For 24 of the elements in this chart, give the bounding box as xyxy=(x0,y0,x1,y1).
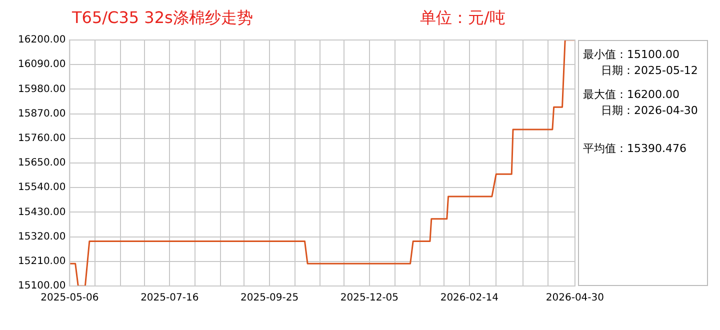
text: 最大值：16200.00 xyxy=(583,87,680,103)
x-tick-label: 2026-04-30 xyxy=(546,292,604,304)
chart-title: T65/C35 32s涤棉纱走势 xyxy=(72,8,253,29)
x-tick-label: 2026-02-14 xyxy=(440,292,498,304)
y-tick-label: 15650.00 xyxy=(18,158,66,169)
y-tick-label: 15320.00 xyxy=(18,231,66,242)
x-tick-label: 2025-09-25 xyxy=(240,292,299,304)
text: 日期：2025-05-12 xyxy=(600,63,699,79)
y-tick-label: 15210.00 xyxy=(18,256,66,267)
chart-subtitle: 单位：元/吨 xyxy=(420,8,506,29)
y-tick-label: 15870.00 xyxy=(18,108,66,120)
y-tick-label: 15980.00 xyxy=(18,84,66,95)
x-tick-label: 2025-07-16 xyxy=(140,292,199,304)
y-tick-label: 15430.00 xyxy=(18,206,66,218)
x-tick-label: 2025-12-05 xyxy=(340,292,399,304)
y-tick-label: 16090.00 xyxy=(18,59,66,70)
x-tick-label: 2025-05-06 xyxy=(40,292,99,304)
text: 最小值：15100.00 xyxy=(583,47,680,63)
text: 平均值：15390.476 xyxy=(583,141,688,157)
text: 日期：2026-04-30 xyxy=(600,103,699,119)
y-tick-label: 15100.00 xyxy=(18,280,66,292)
y-tick-label: 16200.00 xyxy=(18,34,66,46)
y-tick-label: 15760.00 xyxy=(18,132,66,144)
y-tick-label: 15540.00 xyxy=(18,182,66,194)
